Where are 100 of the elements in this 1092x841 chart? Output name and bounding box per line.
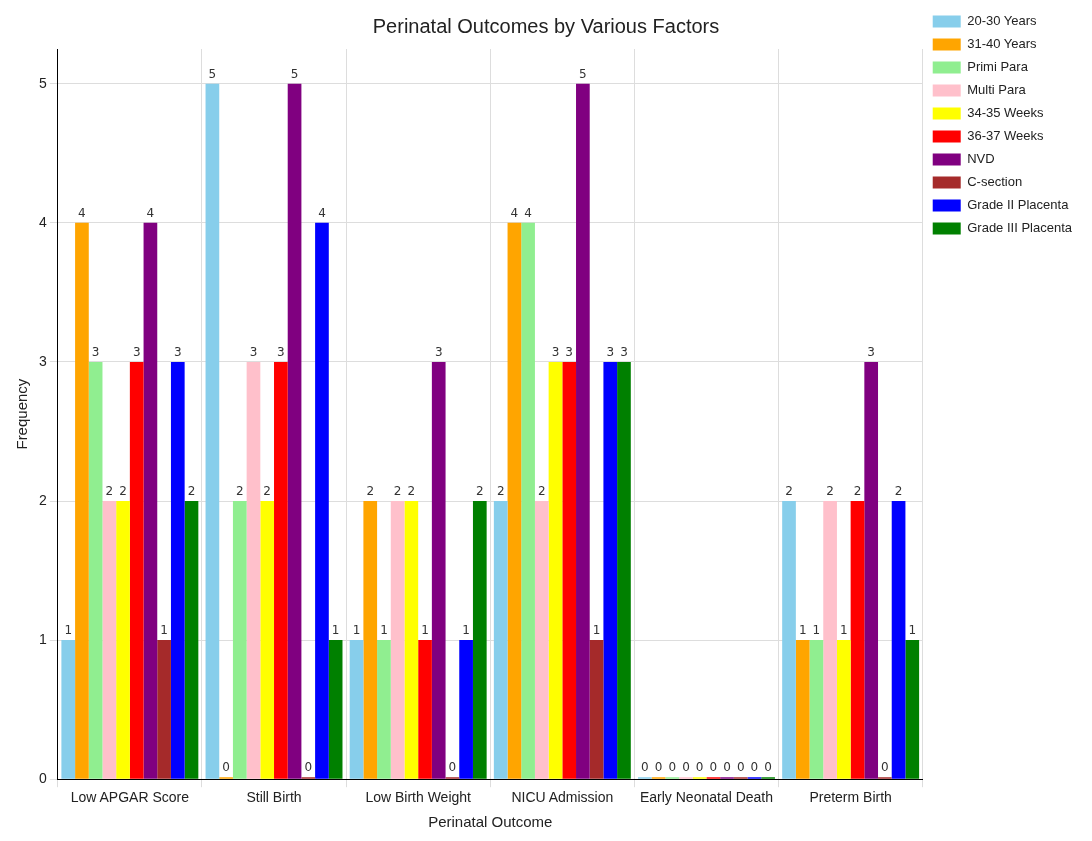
data-label: 2: [496, 484, 505, 499]
data-label: 2: [119, 484, 127, 499]
data-label: 0: [654, 760, 663, 775]
bar: [782, 501, 796, 779]
data-label: 2: [537, 484, 546, 499]
bar: [390, 501, 405, 779]
data-label: 1: [160, 623, 168, 638]
chart-title: Perinatal Outcomes by Various Factors: [372, 14, 720, 37]
data-label: 3: [620, 345, 628, 360]
bar: [521, 222, 535, 779]
y-tick-label: 1: [38, 630, 47, 647]
legend-label: Primi Para: [967, 59, 1029, 75]
bar: [836, 640, 851, 779]
bar: [864, 361, 879, 779]
data-label: 5: [579, 66, 587, 81]
bar: [809, 640, 824, 779]
bar: [905, 640, 920, 779]
bar: [274, 361, 288, 779]
y-tick-label: 3: [38, 352, 47, 369]
data-label: 0: [641, 760, 649, 775]
y-tick-label: 2: [38, 491, 47, 508]
bar: [850, 501, 865, 779]
data-label: 4: [524, 205, 532, 220]
x-tick-label: Still Birth: [246, 789, 302, 806]
data-label: 4: [146, 205, 155, 220]
data-label: 2: [235, 484, 244, 499]
x-tick-label: Early Neonatal Death: [639, 789, 774, 806]
x-tick-label: Low Birth Weight: [365, 789, 472, 806]
bar: [328, 640, 343, 779]
data-label: 2: [263, 484, 271, 499]
bar: [61, 640, 76, 779]
legend-label: 20-30 Years: [967, 13, 1038, 29]
data-label: 3: [867, 345, 875, 360]
data-label: 1: [331, 623, 340, 638]
data-label: 5: [208, 66, 217, 81]
data-label: 1: [592, 623, 601, 638]
data-label: 0: [723, 760, 731, 775]
data-label: 4: [318, 205, 326, 220]
data-label: 2: [407, 484, 416, 499]
data-label: 1: [421, 623, 429, 638]
data-label: 3: [132, 345, 141, 360]
data-label: 4: [78, 205, 86, 220]
data-label: 0: [709, 760, 718, 775]
bar: [562, 361, 577, 779]
data-label: 4: [510, 205, 519, 220]
data-label: 3: [434, 345, 443, 360]
data-label: 1: [352, 623, 361, 638]
x-tick-label: Low APGAR Score: [70, 789, 190, 806]
bar: [534, 501, 549, 779]
bar: [170, 361, 185, 779]
data-label: 1: [462, 623, 470, 638]
y-axis-title: Frequency: [13, 378, 31, 450]
bar: [205, 83, 220, 779]
bar: [260, 501, 275, 779]
bar: [603, 361, 618, 779]
bar: [493, 501, 508, 779]
data-label: 3: [551, 345, 560, 360]
data-label: 2: [785, 484, 793, 499]
data-label: 2: [393, 484, 402, 499]
data-label: 2: [894, 484, 903, 499]
legend-label: Grade II Placenta: [967, 197, 1070, 213]
legend-label: 31-40 Years: [967, 36, 1038, 52]
bar: [184, 501, 199, 779]
legend-label: Grade III Placenta: [967, 220, 1073, 236]
data-label: 1: [380, 623, 388, 638]
bar: [363, 501, 378, 779]
bar: [823, 501, 837, 779]
data-label: 3: [277, 345, 285, 360]
bar: [795, 640, 810, 779]
bar: [576, 83, 590, 779]
legend-label: NVD: [967, 151, 995, 167]
bar: [287, 83, 302, 779]
legend-label: Multi Para: [967, 82, 1027, 98]
bar: [377, 640, 391, 779]
data-label: 0: [764, 760, 772, 775]
data-label: 0: [222, 760, 230, 775]
y-tick-label: 4: [38, 213, 47, 230]
bar: [116, 501, 130, 779]
bar: [891, 501, 906, 779]
data-label: 0: [881, 760, 889, 775]
data-label: 2: [105, 484, 114, 499]
legend-label: 34-35 Weeks: [967, 105, 1045, 121]
bar: [349, 640, 364, 779]
data-label: 1: [908, 623, 917, 638]
x-tick-label: Preterm Birth: [809, 789, 892, 806]
legend-label: 36-37 Weeks: [967, 128, 1045, 144]
data-label: 0: [668, 760, 677, 775]
data-label: 2: [366, 484, 375, 499]
data-label: 1: [839, 623, 848, 638]
data-label: 3: [606, 345, 615, 360]
bar: [472, 501, 487, 779]
bar: [418, 640, 432, 779]
data-label: 2: [853, 484, 862, 499]
bar: [129, 361, 144, 779]
bar: [143, 222, 158, 779]
bar: [589, 640, 604, 779]
bar: [157, 640, 171, 779]
x-tick-label: NICU Admission: [511, 789, 614, 806]
bar: [88, 361, 103, 779]
data-label: 0: [750, 760, 759, 775]
